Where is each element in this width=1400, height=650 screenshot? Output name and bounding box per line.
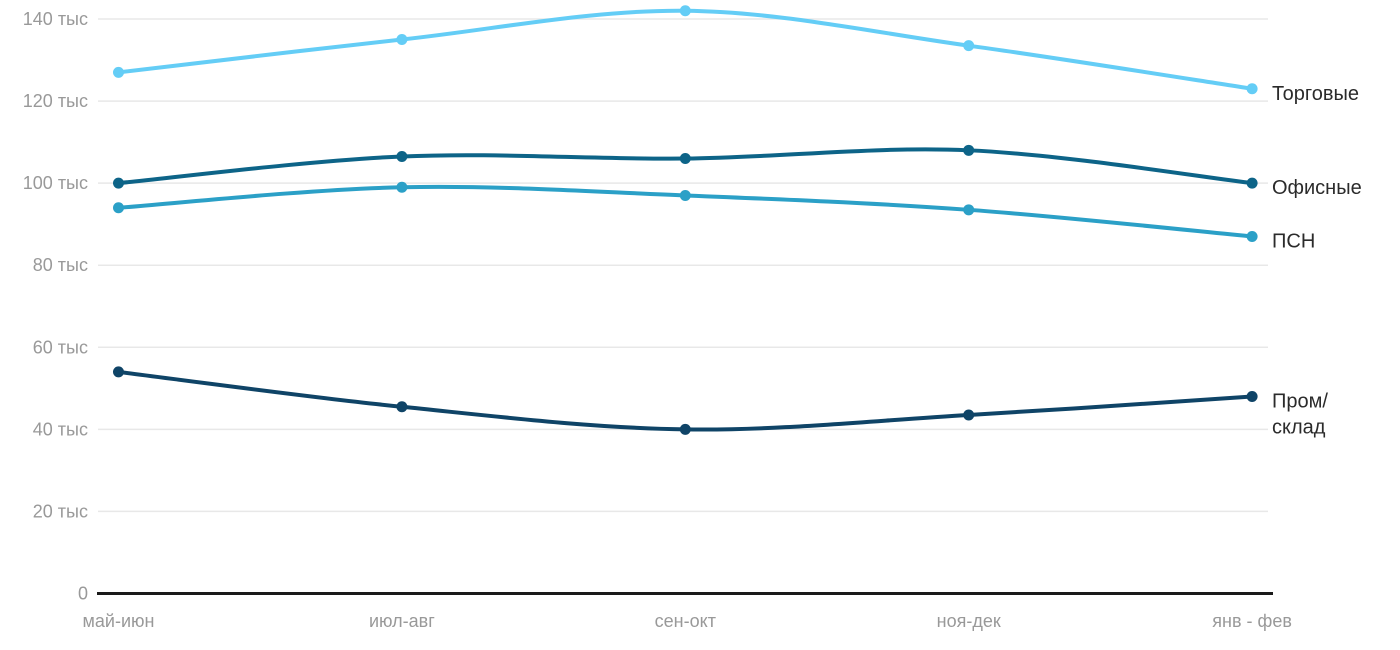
- data-point: [113, 202, 124, 214]
- series-Торговые: [113, 5, 1258, 95]
- series-line: [116, 8, 1255, 91]
- x-tick-label: сен-окт: [655, 611, 716, 631]
- series-line: [116, 369, 1255, 432]
- series-ПСН: [113, 181, 1258, 242]
- data-point: [1246, 230, 1258, 242]
- y-tick-label: 100 тыс: [23, 173, 88, 193]
- data-point: [113, 66, 124, 78]
- y-tick-label: 120 тыс: [23, 91, 88, 111]
- series-label: Торговые: [1272, 83, 1359, 105]
- data-point: [963, 204, 975, 216]
- data-point: [1246, 391, 1258, 403]
- x-tick-label: янв - фев: [1212, 611, 1292, 631]
- y-tick-label: 60 тыс: [33, 337, 88, 357]
- data-point: [679, 5, 691, 17]
- series-label: Пром/склад: [1272, 391, 1328, 439]
- series-label: Офисные: [1272, 177, 1362, 199]
- data-point: [963, 144, 975, 156]
- y-tick-label: 140 тыс: [23, 9, 88, 29]
- y-tick-labels: 0 20 тыс 40 тыс 60 тыс 80 тыс 100 тыс 120 тыс 1…: [23, 9, 88, 604]
- data-point: [679, 153, 691, 165]
- y-tick-label: 20 тыс: [33, 501, 88, 521]
- series-layer: [113, 5, 1258, 435]
- data-point: [113, 366, 124, 378]
- data-point: [679, 189, 691, 201]
- series-Офисные: [113, 144, 1258, 189]
- y-tick-label: 0: [78, 584, 88, 604]
- data-point: [963, 40, 975, 52]
- y-tick-label: 40 тыс: [33, 419, 88, 439]
- y-tick-label: 80 тыс: [33, 255, 88, 275]
- data-point: [396, 181, 408, 193]
- series-Пром/склад: [113, 366, 1258, 435]
- data-point: [1246, 83, 1258, 95]
- x-tick-labels: май-июн июл-авг сен-окт ноя-дек янв - фев: [83, 611, 1292, 631]
- series-label: ПСН: [1272, 230, 1315, 252]
- data-point: [1246, 177, 1258, 189]
- data-point: [113, 177, 124, 189]
- x-tick-label: июл-авг: [369, 611, 435, 631]
- data-point: [396, 401, 408, 413]
- x-tick-label: май-июн: [83, 611, 155, 631]
- data-point: [396, 150, 408, 162]
- data-point: [963, 409, 975, 421]
- data-point: [396, 34, 408, 46]
- series-labels: Торговые Офисные ПСН Пром/склад: [1272, 83, 1362, 439]
- x-tick-label: ноя-дек: [937, 611, 1001, 631]
- gridlines: [97, 18, 1273, 595]
- data-point: [679, 423, 691, 435]
